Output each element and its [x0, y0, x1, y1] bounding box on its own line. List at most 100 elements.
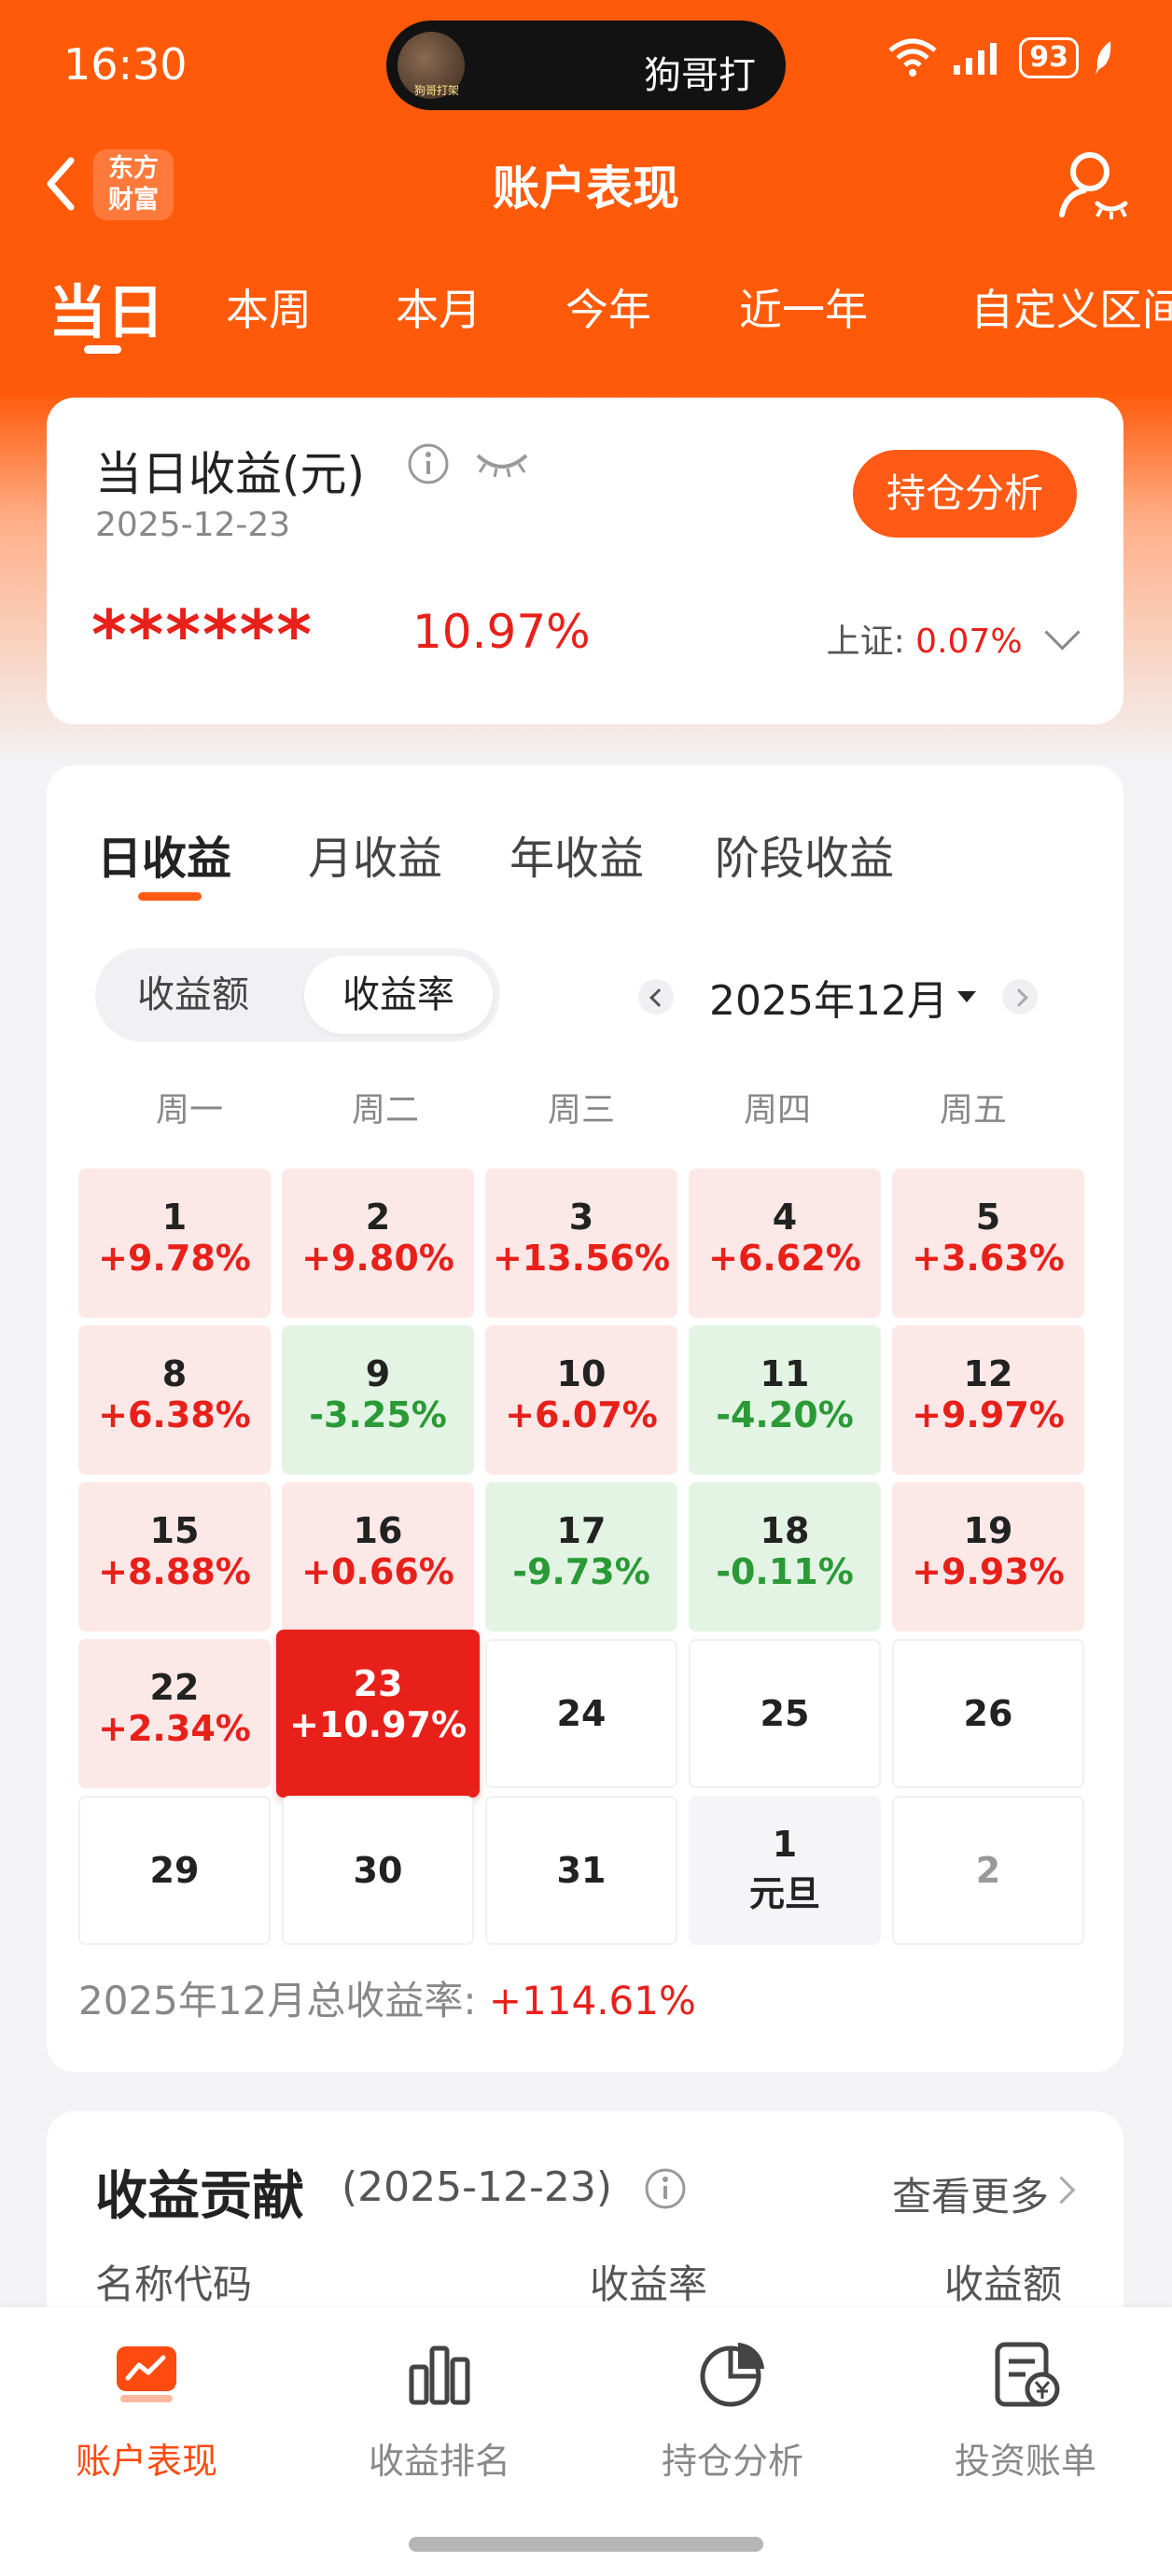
view-more-link[interactable]: 查看更多: [891, 2174, 1049, 2219]
calendar-day[interactable]: 31: [485, 1796, 677, 1945]
calendar-day-return: +6.62%: [708, 1238, 861, 1279]
tab-today[interactable]: 当日: [49, 278, 165, 346]
toggle-rate[interactable]: 收益率: [304, 956, 493, 1034]
calendar-day-return: +6.38%: [98, 1394, 251, 1435]
calendar-day[interactable]: 18 -0.11%: [689, 1482, 881, 1631]
tab-daily-returns[interactable]: 日收益: [97, 833, 232, 885]
page-title: 账户表现: [493, 161, 679, 216]
calendar-day[interactable]: 3 +13.56%: [485, 1169, 677, 1318]
holiday-label: 元旦: [748, 1873, 820, 1914]
calendar-day[interactable]: 1 +9.78%: [78, 1169, 271, 1318]
bottom-tab-label: 持仓分析: [661, 2441, 803, 2482]
index-value: 0.07%: [915, 623, 1023, 661]
calendar-day-return: +9.93%: [912, 1551, 1065, 1592]
bottom-tab-holdings-analysis[interactable]: 持仓分析: [586, 2337, 879, 2484]
dynamic-island[interactable]: 狗哥打架 狗哥打: [386, 21, 786, 110]
calendar-day[interactable]: 16 +0.66%: [282, 1482, 474, 1631]
chevron-right-icon: [1010, 988, 1028, 1007]
bar-chart-icon: [409, 2345, 470, 2405]
calendar-day-return: +9.97%: [912, 1394, 1065, 1435]
calendar-day[interactable]: 1 元旦: [689, 1796, 881, 1945]
status-icons: 93: [886, 37, 1116, 78]
navigation-bar: 东方 财富 账户表现: [0, 131, 1172, 233]
calendar-day-number: 16: [353, 1510, 403, 1551]
calendar-day[interactable]: 26: [892, 1639, 1084, 1788]
weekday-label: 周一: [155, 1091, 223, 1129]
calendar-day[interactable]: 15 +8.88%: [78, 1482, 271, 1631]
shanghai-index-selector[interactable]: 上证: 0.07%: [826, 614, 1081, 663]
calendar-day-number: 1: [772, 1824, 798, 1865]
column-name-code[interactable]: 名称代码: [95, 2261, 253, 2307]
info-icon[interactable]: [407, 442, 450, 485]
profit-date: 2025-12-23: [95, 506, 291, 544]
calendar-day-return: -4.20%: [716, 1394, 854, 1435]
calendar-day[interactable]: 22 +2.34%: [78, 1639, 271, 1788]
calendar-day-number: 17: [556, 1510, 607, 1551]
wifi-icon: [888, 38, 937, 77]
calendar-day[interactable]: 12 +9.97%: [892, 1325, 1084, 1475]
battery-indicator: 93: [1019, 37, 1079, 78]
tab-period-returns[interactable]: 阶段收益: [715, 833, 895, 885]
prev-month-button[interactable]: [638, 979, 674, 1015]
calendar-day-number: 10: [556, 1353, 607, 1394]
month-selector[interactable]: 2025年12月: [709, 977, 948, 1025]
east-money-logo: 东方 财富: [93, 149, 174, 220]
performance-chart-icon: [117, 2346, 176, 2402]
calendar-day[interactable]: 19 +9.93%: [892, 1482, 1084, 1631]
logo-text-line1: 东方: [108, 154, 159, 183]
calendar-day-return: +10.97%: [288, 1704, 467, 1745]
calendar-day[interactable]: 11 -4.20%: [689, 1325, 881, 1475]
back-arrow-icon[interactable]: [37, 151, 84, 217]
home-indicator: [409, 2537, 763, 2552]
weekday-label: 周四: [743, 1091, 811, 1129]
calendar-day-return: -9.73%: [512, 1551, 650, 1592]
calendar-day-number: 26: [963, 1693, 1013, 1734]
calendar-day[interactable]: 8 +6.38%: [78, 1325, 271, 1475]
index-label: 上证:: [826, 623, 905, 661]
bill-icon: [995, 2342, 1060, 2407]
signal-icon: [954, 43, 998, 75]
calendar-day[interactable]: 24: [485, 1639, 677, 1788]
tab-this-week[interactable]: 本周: [226, 285, 312, 335]
tab-monthly-returns[interactable]: 月收益: [308, 833, 443, 885]
calendar-day-number: 25: [760, 1693, 810, 1734]
bottom-tab-account-performance[interactable]: 账户表现: [0, 2337, 293, 2484]
calendar-day[interactable]: 2 +9.80%: [282, 1169, 474, 1318]
calendar-day-number: 29: [149, 1850, 200, 1891]
contribution-date: (2025-12-23): [342, 2163, 613, 2211]
calendar-day-selected[interactable]: 23 +10.97%: [276, 1630, 480, 1798]
next-month-button[interactable]: [1001, 979, 1038, 1015]
calendar-day[interactable]: 10 +6.07%: [485, 1325, 677, 1475]
tab-yearly-returns[interactable]: 年收益: [509, 833, 645, 885]
tab-last-year[interactable]: 近一年: [739, 285, 868, 335]
calendar-day[interactable]: 29: [78, 1796, 271, 1945]
tab-this-month[interactable]: 本月: [396, 285, 481, 335]
user-account-icon[interactable]: [1053, 144, 1131, 222]
calendar-day-number: 31: [556, 1850, 607, 1891]
weekday-label: 周二: [351, 1091, 419, 1129]
media-thumbnail-caption: 狗哥打架: [414, 84, 460, 97]
calendar-day[interactable]: 17 -9.73%: [485, 1482, 677, 1631]
daily-profit-card: 当日收益(元) 2025-12-23 持仓分析 ****** 10.97% 上证…: [47, 398, 1123, 724]
calendar-day[interactable]: 30: [282, 1796, 474, 1945]
eye-closed-icon[interactable]: [472, 444, 532, 482]
calendar-day-number: 5: [975, 1197, 1001, 1238]
calendar-day[interactable]: 9 -3.25%: [282, 1325, 474, 1475]
calendar-day[interactable]: 2: [892, 1796, 1084, 1945]
tab-custom-range[interactable]: 自定义区间: [970, 285, 1172, 335]
bottom-tab-returns-ranking[interactable]: 收益排名: [293, 2337, 586, 2484]
column-profit-amount[interactable]: 收益额: [944, 2261, 1063, 2307]
calendar-day[interactable]: 4 +6.62%: [689, 1169, 881, 1318]
calendar-day[interactable]: 25: [689, 1639, 881, 1788]
calendar-day-return: +0.66%: [301, 1551, 454, 1592]
calendar-day-number: 12: [963, 1353, 1013, 1394]
column-return-rate[interactable]: 收益率: [590, 2261, 708, 2307]
leaf-icon: [1095, 41, 1111, 75]
tab-this-year[interactable]: 今年: [565, 285, 651, 335]
holdings-analysis-button[interactable]: 持仓分析: [853, 450, 1077, 538]
bottom-tab-investment-bill[interactable]: 投资账单: [879, 2337, 1172, 2484]
calendar-day[interactable]: 5 +3.63%: [892, 1169, 1084, 1318]
toggle-amount[interactable]: 收益额: [137, 973, 249, 1016]
info-icon[interactable]: [644, 2167, 687, 2210]
returns-calendar-card: 日收益 月收益 年收益 阶段收益 收益额 收益率 2025年12月 周一 周二 …: [47, 765, 1123, 2072]
